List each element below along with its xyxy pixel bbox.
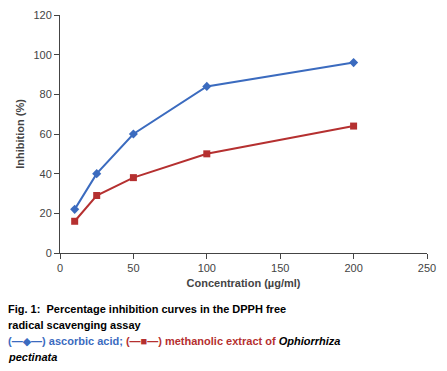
svg-text:100: 100 — [33, 49, 51, 61]
svg-text:100: 100 — [198, 262, 216, 274]
svg-text:80: 80 — [40, 88, 52, 100]
svg-text:Inhibition (%): Inhibition (%) — [14, 99, 26, 169]
svg-text:radical scavenging assay: radical scavenging assay — [8, 319, 142, 331]
svg-text:0: 0 — [46, 247, 52, 259]
svg-text:200: 200 — [344, 262, 362, 274]
svg-text:250: 250 — [418, 262, 436, 274]
svg-text:150: 150 — [271, 262, 289, 274]
svg-text:Concentration (µg/ml): Concentration (µg/ml) — [187, 277, 301, 289]
svg-text:60: 60 — [40, 128, 52, 140]
svg-text:20: 20 — [40, 207, 52, 219]
svg-text:40: 40 — [40, 168, 52, 180]
svg-text:50: 50 — [127, 262, 139, 274]
svg-text:120: 120 — [33, 9, 51, 21]
svg-text:0: 0 — [57, 262, 63, 274]
svg-text:Fig. 1: Percentage inhibition: Fig. 1: Percentage inhibition curves in … — [8, 303, 286, 315]
svg-text:(—◆—) ascorbic acid; (—■—) met: (—◆—) ascorbic acid; (—■—) methanolic ex… — [8, 335, 340, 347]
svg-text:pectinata: pectinata — [8, 351, 57, 363]
